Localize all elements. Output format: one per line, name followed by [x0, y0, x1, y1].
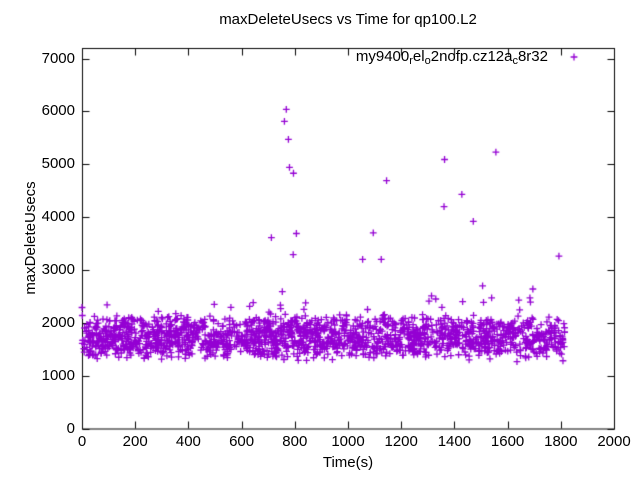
y-tick-label: 2000: [41, 313, 75, 331]
legend-series-label: my9400relo2nofp.cz12ac8r32: [355, 48, 548, 68]
chart-title: maxDeleteUsecs vs Time for qp100.L2: [219, 11, 477, 28]
y-tick-label: 1000: [41, 366, 75, 384]
x-tick-label: 1800: [544, 433, 578, 450]
legend-label-subscript: r: [409, 55, 413, 67]
legend-label-segment: 2nofp.cz12a: [430, 48, 513, 65]
x-tick-label: 2000: [597, 433, 631, 450]
y-tick-label: 0: [66, 419, 75, 437]
y-tick-label: 4000: [41, 208, 75, 226]
legend-label-segment: 8r32: [517, 48, 548, 65]
legend-label-segment: el: [412, 48, 425, 65]
x-tick-label: 600: [229, 433, 255, 450]
x-tick-label: 800: [282, 433, 308, 450]
x-tick-label: 1000: [331, 433, 365, 450]
x-tick-label: 400: [175, 433, 201, 450]
y-tick-label: 3000: [41, 260, 75, 278]
x-tick-label: 1600: [490, 433, 525, 450]
legend: my9400relo2nofp.cz12ac8r32: [356, 49, 548, 69]
x-tick-label: 200: [122, 433, 148, 450]
legend-label-subscript: c: [512, 55, 518, 67]
x-axis-label: Time(s): [322, 454, 374, 471]
y-tick-label: 7000: [41, 49, 75, 67]
y-tick-label: 6000: [41, 102, 75, 120]
x-tick-label: 1200: [384, 433, 418, 450]
x-tick-label: 0: [77, 433, 87, 450]
legend-label-subscript: o: [424, 55, 431, 67]
legend-label-segment: my9400: [355, 48, 410, 65]
x-tick-label: 1400: [437, 433, 472, 450]
y-tick-label: 5000: [41, 155, 75, 173]
